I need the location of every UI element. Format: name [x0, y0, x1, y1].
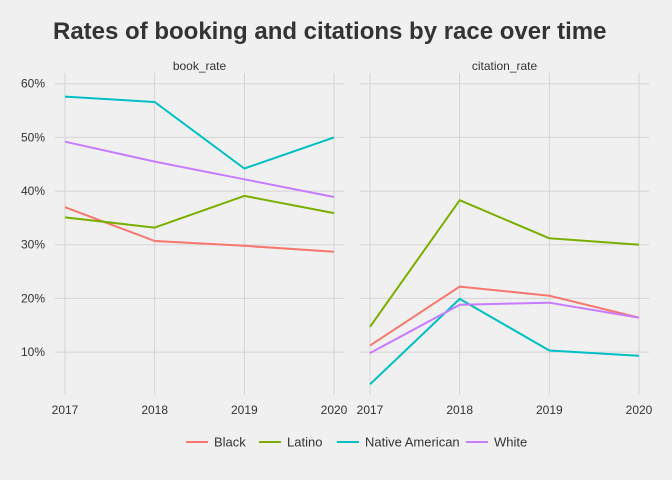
facet-label-citation_rate: citation_rate [472, 59, 538, 73]
x-tick-label-0-2: 2019 [231, 403, 258, 417]
chart-title: Rates of booking and citations by race o… [53, 18, 606, 45]
series-line-citation_rate-black [369, 285, 640, 347]
y-tick-label-4: 50% [21, 130, 45, 144]
x-tick-label-0-3: 2020 [321, 403, 348, 417]
series-line-book_rate-black [64, 206, 335, 253]
series-line-citation_rate-white [369, 301, 640, 354]
legend-label-black: Black [214, 435, 246, 450]
y-tick-label-0: 10% [21, 345, 45, 359]
y-tick-label-1: 20% [21, 291, 45, 305]
series-line-book_rate-native-american [64, 95, 335, 170]
legend-label-native-american: Native American [365, 435, 460, 450]
x-tick-label-0-1: 2018 [141, 403, 168, 417]
x-tick-label-1-3: 2020 [626, 403, 653, 417]
series-line-citation_rate-native-american [369, 297, 640, 386]
series-line-book_rate-white [64, 140, 335, 198]
y-tick-label-2: 30% [21, 238, 45, 252]
y-tick-label-5: 60% [21, 77, 45, 91]
series-line-book_rate-latino [64, 194, 335, 229]
x-tick-label-1-0: 2017 [357, 403, 384, 417]
legend-label-white: White [494, 435, 527, 450]
facet-label-book_rate: book_rate [173, 59, 227, 73]
legend-label-latino: Latino [287, 435, 322, 450]
y-tick-label-3: 40% [21, 184, 45, 198]
x-tick-label-0-0: 2017 [52, 403, 79, 417]
x-tick-label-1-1: 2018 [446, 403, 473, 417]
series-line-citation_rate-latino [369, 199, 640, 328]
x-tick-label-1-2: 2019 [536, 403, 563, 417]
